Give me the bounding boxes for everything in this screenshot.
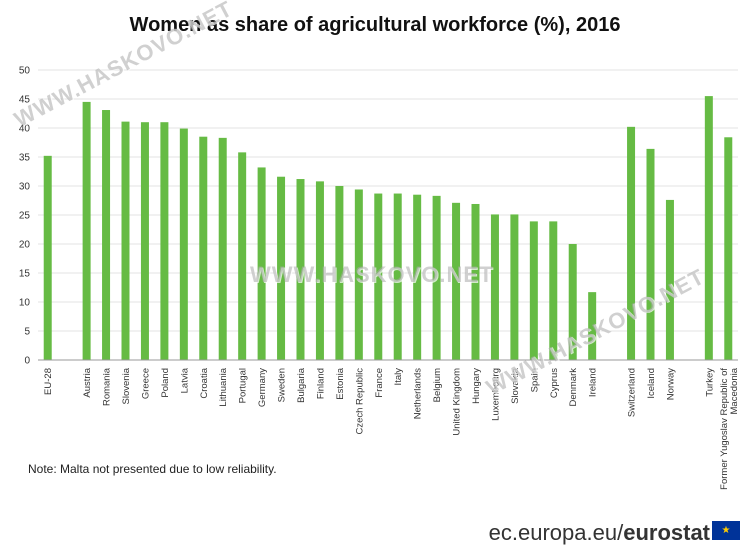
x-tick-label: Sweden bbox=[277, 368, 288, 402]
x-tick-label: Czech Republic bbox=[354, 368, 365, 435]
source-brand: eurostat bbox=[623, 520, 710, 545]
x-tick-label: Netherlands bbox=[413, 368, 424, 419]
eu-flag-icon: ★ bbox=[712, 521, 740, 540]
y-axis-ticks: 0 5 10 15 20 25 30 35 40 45 50 bbox=[19, 66, 31, 367]
x-tick-label: Croatia bbox=[199, 367, 210, 398]
x-tick-label: Romania bbox=[102, 367, 113, 406]
bar bbox=[568, 244, 577, 360]
x-tick-label: Former Yugoslav Republic ofMacedonia bbox=[719, 367, 740, 490]
bar bbox=[82, 101, 91, 361]
bar bbox=[646, 148, 655, 360]
bar bbox=[354, 189, 363, 360]
x-tick-label: France bbox=[374, 368, 385, 398]
source-domain: ec.europa.eu/ bbox=[488, 520, 624, 545]
bar bbox=[257, 167, 266, 360]
bar bbox=[452, 202, 461, 360]
x-tick-label: Denmark bbox=[568, 368, 579, 407]
x-tick-label: Hungary bbox=[471, 368, 482, 404]
x-tick-label: Latvia bbox=[179, 367, 190, 393]
x-tick-label: Bulgaria bbox=[296, 367, 307, 403]
x-tick-label: Switzerland bbox=[627, 368, 638, 417]
x-tick-label: Lithuania bbox=[218, 367, 229, 406]
y-tick-label: 40 bbox=[19, 124, 31, 135]
bar bbox=[413, 194, 422, 360]
y-tick-label: 45 bbox=[19, 95, 31, 106]
x-axis-ticks: EU-28 Austria Romania Slovenia Greece Poland L… bbox=[43, 367, 740, 490]
bar bbox=[724, 137, 733, 360]
bar bbox=[529, 221, 538, 360]
x-tick-label: United Kingdom bbox=[452, 368, 463, 436]
bar bbox=[199, 136, 208, 360]
bar bbox=[393, 193, 402, 360]
bar bbox=[43, 155, 52, 360]
x-tick-label: Austria bbox=[82, 367, 93, 397]
chart-title: Women as share of agricultural workforce… bbox=[129, 14, 621, 36]
x-tick-label: Greece bbox=[140, 368, 151, 399]
bar bbox=[374, 193, 383, 360]
bar bbox=[315, 181, 324, 360]
y-tick-label: 35 bbox=[19, 153, 31, 164]
bar bbox=[238, 152, 247, 360]
bar bbox=[432, 195, 441, 360]
y-tick-label: 25 bbox=[19, 211, 31, 222]
bar bbox=[549, 221, 558, 360]
x-tick-label: Cyprus bbox=[549, 368, 560, 398]
x-tick-label: Norway bbox=[665, 368, 676, 400]
x-tick-label: EU-28 bbox=[43, 368, 54, 395]
bar bbox=[588, 292, 597, 360]
bar bbox=[277, 176, 286, 360]
x-tick-label: Slovenia bbox=[121, 367, 132, 404]
y-tick-label: 50 bbox=[19, 66, 31, 77]
source-credit: ec.europa.eu/eurostat bbox=[489, 520, 710, 546]
bar bbox=[121, 121, 130, 361]
x-tick-label: Luxembourg bbox=[490, 368, 501, 421]
bar bbox=[296, 179, 305, 360]
x-tick-label: Spain bbox=[529, 368, 540, 392]
x-tick-label: Belgium bbox=[432, 368, 443, 402]
y-tick-label: 5 bbox=[24, 327, 30, 338]
x-tick-label: Germany bbox=[257, 368, 268, 407]
x-tick-label: Iceland bbox=[646, 368, 657, 399]
x-tick-label: Turkey bbox=[704, 368, 715, 397]
x-tick-label: Slovakia bbox=[510, 367, 521, 404]
x-tick-label: Italy bbox=[393, 368, 404, 386]
x-tick-label: Finland bbox=[315, 368, 326, 399]
bar bbox=[490, 214, 499, 360]
bar bbox=[179, 128, 188, 360]
gridlines bbox=[38, 69, 738, 332]
y-tick-label: 15 bbox=[19, 269, 31, 280]
y-tick-label: 30 bbox=[19, 182, 31, 193]
x-tick-label: Ireland bbox=[588, 368, 599, 397]
bar bbox=[704, 96, 713, 360]
y-tick-label: 20 bbox=[19, 240, 31, 251]
bar bbox=[665, 199, 674, 360]
bar bbox=[102, 110, 111, 361]
bars bbox=[43, 96, 733, 361]
x-tick-label: Estonia bbox=[335, 367, 346, 399]
bar bbox=[627, 126, 636, 360]
bar bbox=[160, 122, 169, 360]
y-tick-label: 0 bbox=[24, 356, 30, 367]
x-tick-label: Poland bbox=[160, 368, 171, 398]
bar bbox=[140, 122, 149, 360]
bar bbox=[218, 137, 227, 360]
footnote: Note: Malta not presented due to low rel… bbox=[28, 462, 277, 476]
bar bbox=[335, 186, 344, 360]
y-tick-label: 10 bbox=[19, 298, 31, 309]
bar bbox=[510, 214, 519, 360]
x-tick-label: Portugal bbox=[238, 368, 249, 403]
bar bbox=[471, 203, 480, 360]
